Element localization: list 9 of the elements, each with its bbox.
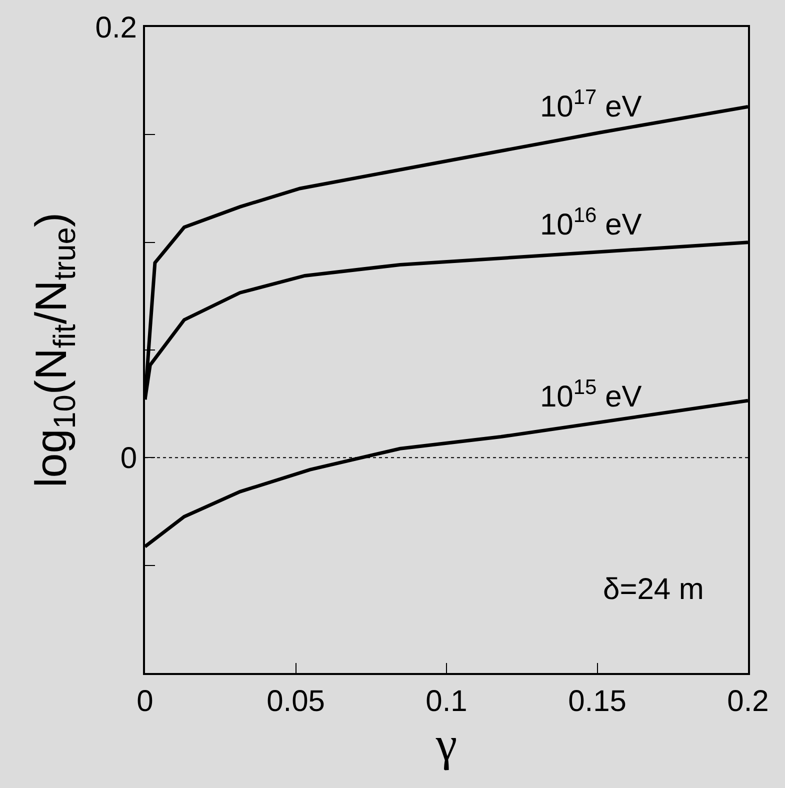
series-label: 10$^{16}$ eV: [540, 204, 642, 242]
x-tick-label: 0.05: [266, 685, 325, 718]
x-tick-label: 0.1: [426, 685, 468, 718]
x-tick-label: 0.2: [727, 685, 769, 718]
x-axis-title: γ: [434, 718, 458, 771]
annotation: δ=24 m: [603, 573, 704, 606]
series-label: 10$^{15}$ eV: [540, 376, 642, 414]
series-label: 10$^{17}$ eV: [540, 86, 642, 124]
x-tick-label: 0.15: [568, 685, 626, 718]
